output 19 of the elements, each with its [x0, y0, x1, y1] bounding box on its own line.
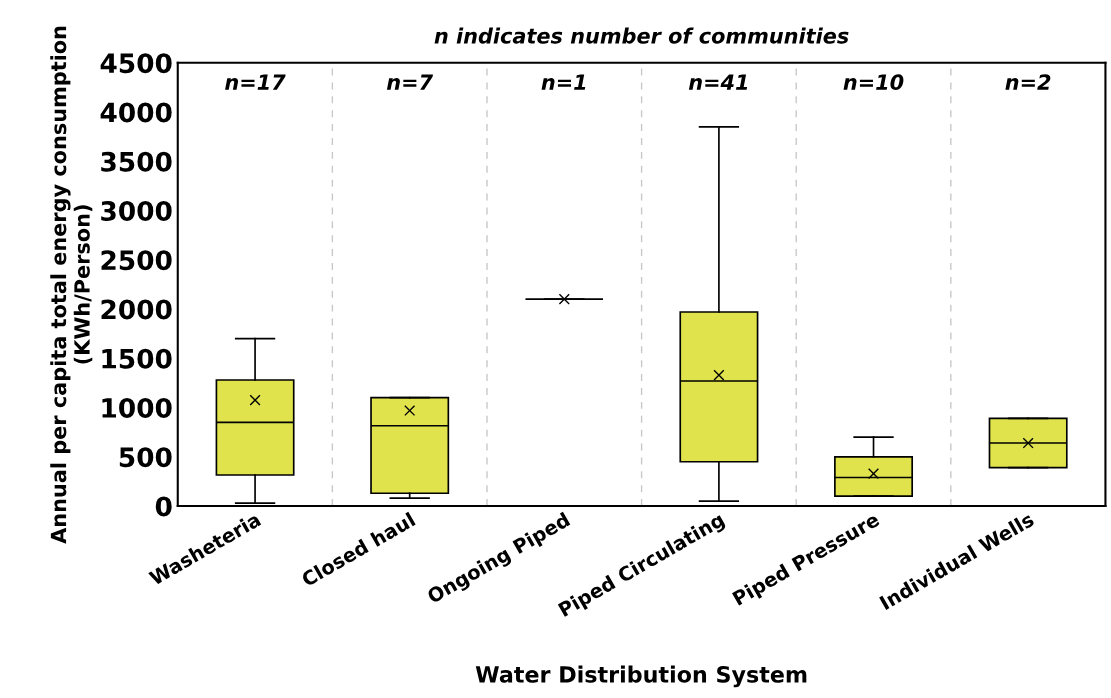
y-tick-label: 4000 — [100, 102, 172, 123]
y-tick-label: 2500 — [101, 250, 172, 271]
y-axis-title: Annual per capita total energy consumption (KWh/Person) — [50, 26, 93, 544]
y-tick-label: 2000 — [101, 299, 172, 320]
annotation: n=41 — [688, 74, 748, 90]
y-tick-label: 500 — [119, 447, 172, 468]
y-tick-label: 3500 — [101, 151, 172, 172]
annotation: n=2 — [1005, 74, 1051, 90]
x-axis-title: Water Distribution System — [475, 665, 807, 688]
chart-title: n indicates number of communities — [434, 27, 849, 44]
y-tick-label: 4500 — [100, 53, 172, 74]
annotation: n=10 — [843, 74, 904, 91]
annotation: n=7 — [386, 74, 434, 90]
y-tick-label: 1500 — [102, 348, 172, 369]
y-tick-label: 0 — [155, 496, 172, 517]
y-tick-label: 1000 — [102, 397, 172, 418]
annotation: n=1 — [541, 74, 586, 90]
annotation: n=17 — [225, 74, 286, 90]
y-tick-label: 3000 — [101, 201, 172, 221]
